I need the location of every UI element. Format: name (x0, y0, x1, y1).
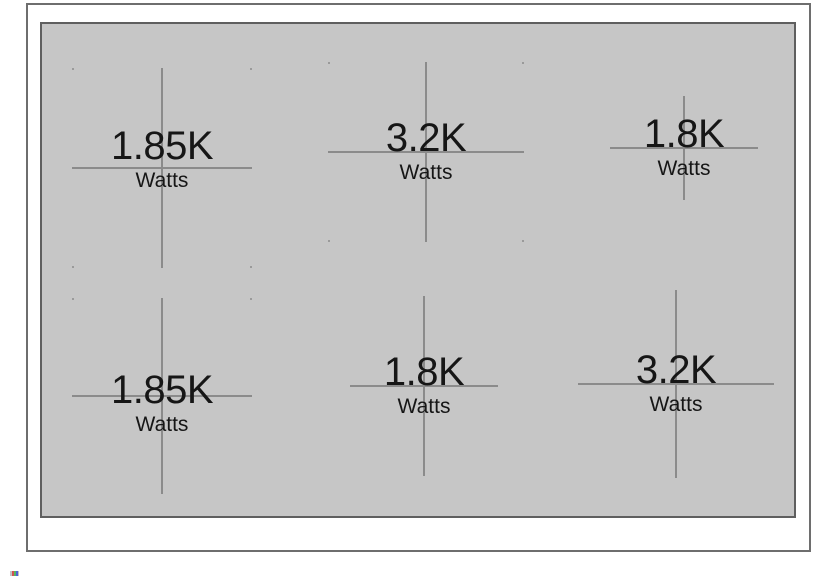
control-panel-band (28, 520, 809, 550)
burner-bottom-right[interactable]: 3.2K Watts (578, 290, 774, 478)
burner-grate-dot-icon (522, 240, 524, 242)
cooking-surface-panel (40, 22, 796, 518)
burner-bottom-center[interactable]: 1.8K Watts (350, 296, 498, 476)
burner-crosshair-horizontal-icon (350, 385, 498, 387)
burner-grate-dot-icon (522, 62, 524, 64)
burner-grate-dot-icon (250, 298, 252, 300)
burner-crosshair-horizontal-icon (610, 147, 758, 149)
burner-grate-dot-icon (250, 266, 252, 268)
burner-grate-dot-icon (328, 62, 330, 64)
burner-top-center[interactable]: 3.2K Watts (328, 62, 524, 242)
burner-bottom-left[interactable]: 1.85K Watts (72, 298, 252, 494)
burner-grate-dot-icon (72, 266, 74, 268)
burner-crosshair-horizontal-icon (578, 383, 774, 385)
cooktop-top-trim (28, 5, 809, 20)
burner-top-right[interactable]: 1.8K Watts (610, 96, 758, 200)
burner-grate-dot-icon (72, 298, 74, 300)
burner-top-left[interactable]: 1.85K Watts (72, 68, 252, 268)
burner-grate-dot-icon (328, 240, 330, 242)
burner-crosshair-horizontal-icon (72, 395, 252, 397)
color-artifact (10, 571, 19, 576)
burner-crosshair-horizontal-icon (328, 151, 524, 153)
burner-crosshair-horizontal-icon (72, 167, 252, 169)
burner-grate-dot-icon (250, 68, 252, 70)
burner-grate-dot-icon (72, 68, 74, 70)
